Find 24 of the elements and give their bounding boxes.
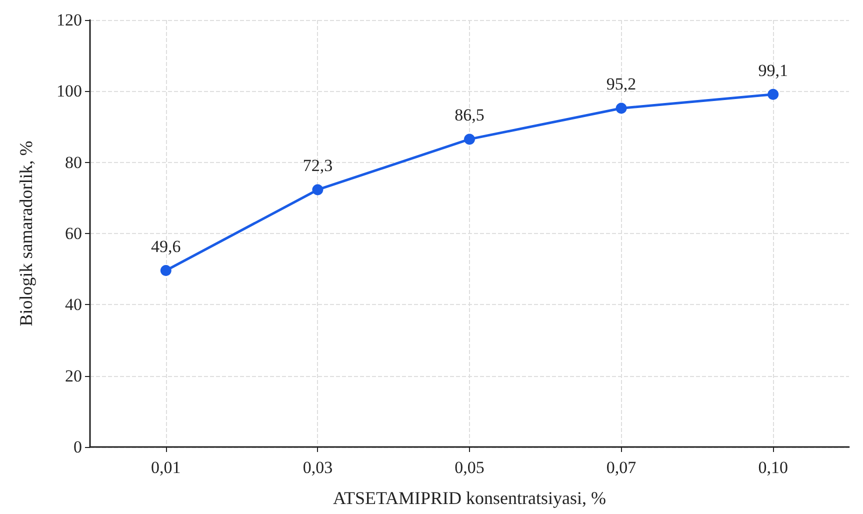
- y-tick-label: 40: [65, 295, 82, 314]
- point: [616, 102, 627, 114]
- data-label: 95,2: [606, 74, 636, 94]
- x-tick-label: 0,10: [758, 458, 788, 477]
- y-axis-title: Biologik samaradorlik, %: [16, 140, 36, 326]
- x-tick-label: 0,07: [606, 458, 637, 477]
- y-tick-label: 120: [56, 10, 82, 30]
- y-tick-label: 100: [56, 82, 82, 101]
- data-label: 99,1: [758, 60, 788, 80]
- y-tick-label: 20: [65, 366, 82, 386]
- x-tick-label: 0,05: [454, 458, 484, 477]
- x-axis-title: ATSETAMIPRID konsentratsiyasi, %: [332, 488, 606, 508]
- x-tick-label: 0,03: [302, 458, 333, 477]
- data-label: 49,6: [151, 237, 181, 256]
- data-label: 72,3: [302, 156, 333, 176]
- y-tick-label: 60: [65, 224, 82, 243]
- point: [312, 184, 324, 196]
- point: [464, 134, 475, 145]
- x-tick-label: 0,01: [151, 458, 181, 477]
- point: [160, 265, 172, 276]
- data-label: 86,5: [454, 106, 484, 125]
- y-tick-label: 80: [65, 152, 82, 172]
- point: [768, 88, 779, 100]
- y-tick-label: 0: [74, 438, 82, 456]
